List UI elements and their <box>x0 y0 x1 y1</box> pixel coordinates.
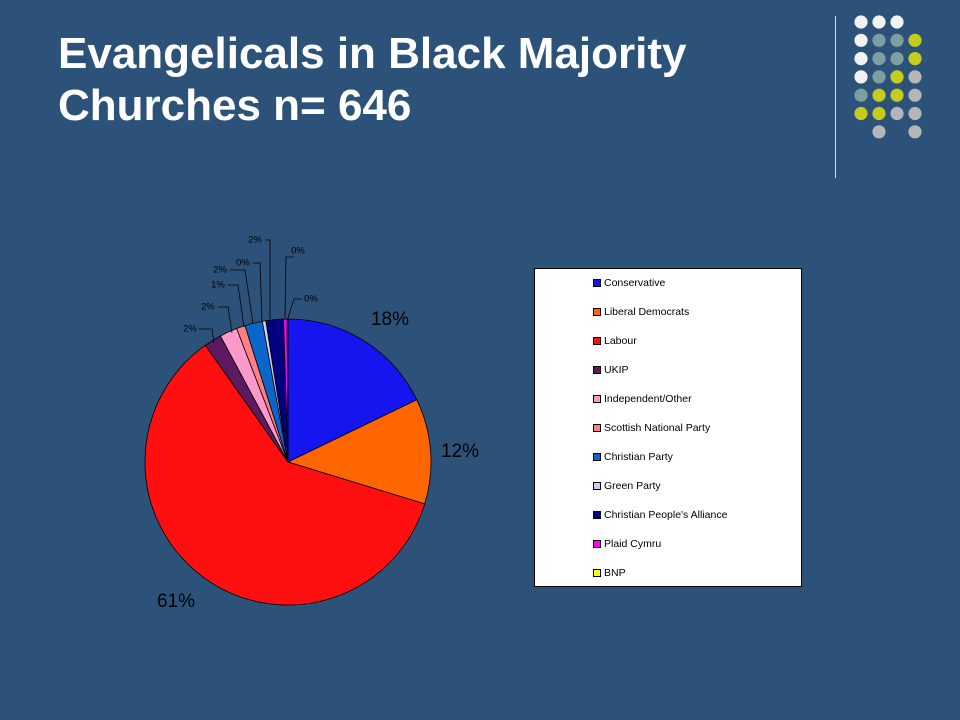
pie-slice <box>287 318 418 463</box>
legend-swatch <box>593 453 601 461</box>
legend-label: Green Party <box>604 480 661 492</box>
data-label: 18% <box>371 309 409 330</box>
decorative-divider <box>835 16 836 178</box>
data-label: 0% <box>291 246 305 257</box>
legend-entry: Scottish National Party <box>593 421 710 435</box>
legend-label: Christian People's Alliance <box>604 509 728 521</box>
leader-line <box>265 239 271 319</box>
legend-swatch <box>593 569 601 577</box>
legend-swatch <box>593 395 601 403</box>
legend-label: UKIP <box>604 364 629 376</box>
slide-title-line1: Evangelicals in Black Majority <box>58 29 687 78</box>
leader-line <box>230 269 254 325</box>
pie-slice <box>286 318 289 463</box>
legend-entry: Conservative <box>593 276 665 290</box>
legend-entry: Christian People's Alliance <box>593 508 727 522</box>
data-label: 0% <box>236 258 250 269</box>
legend-swatch <box>593 540 601 548</box>
legend-label: Liberal Democrats <box>604 306 690 318</box>
legend-swatch <box>593 337 601 345</box>
pie-slice <box>287 399 432 505</box>
data-label: 0% <box>304 294 318 305</box>
slide-title: Evangelicals in Black Majority Churches … <box>58 28 778 132</box>
data-label: 61% <box>157 591 195 612</box>
pie-slice <box>144 344 426 606</box>
leader-line <box>284 256 294 319</box>
legend-swatch <box>593 482 601 490</box>
legend-label: Labour <box>604 335 637 347</box>
leader-line <box>287 298 302 319</box>
leader-line <box>253 262 263 322</box>
legend-label: Conservative <box>604 277 666 289</box>
leader-line <box>228 284 245 328</box>
legend-swatch <box>593 424 601 432</box>
legend-label: Scottish National Party <box>604 422 711 434</box>
leader-line <box>199 328 215 344</box>
legend-entry: UKIP <box>593 363 629 377</box>
legend-entry: Labour <box>593 334 637 348</box>
data-label: 1% <box>211 280 225 291</box>
leader-line <box>218 306 233 334</box>
legend-entry: Plaid Cymru <box>593 537 661 551</box>
data-label: 2% <box>201 302 215 313</box>
legend-entry: Liberal Democrats <box>593 305 689 319</box>
legend-entry: Independent/Other <box>593 392 692 406</box>
legend-swatch <box>593 308 601 316</box>
slide-title-line2: Churches n= 646 <box>58 81 412 130</box>
legend-swatch <box>593 366 601 374</box>
legend-label: Christian Party <box>604 451 673 463</box>
legend-swatch <box>593 279 601 287</box>
legend-entry: Christian Party <box>593 450 673 464</box>
legend-label: Plaid Cymru <box>604 538 662 550</box>
legend-label: BNP <box>604 567 626 579</box>
legend-label: Independent/Other <box>604 393 692 405</box>
data-label: 2% <box>183 324 197 335</box>
data-label: 2% <box>248 235 262 246</box>
legend-entry: Green Party <box>593 479 661 493</box>
legend-swatch <box>593 511 601 519</box>
data-label: 12% <box>441 441 479 462</box>
chart-legend: Conservative Liberal Democrats Labour UKIP I… <box>534 268 802 587</box>
data-label: 2% <box>213 265 227 276</box>
legend-entry: BNP <box>593 566 626 580</box>
